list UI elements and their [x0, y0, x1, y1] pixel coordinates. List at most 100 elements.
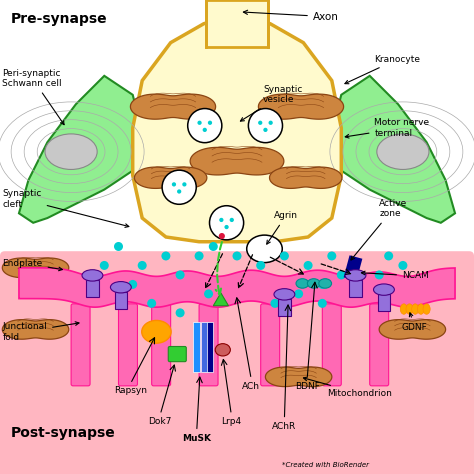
Text: Active
zone: Active zone — [351, 199, 408, 260]
Ellipse shape — [232, 251, 241, 261]
Ellipse shape — [345, 270, 366, 281]
Text: MuSK: MuSK — [182, 434, 211, 443]
Polygon shape — [190, 147, 284, 175]
Ellipse shape — [327, 251, 336, 261]
Polygon shape — [265, 367, 332, 387]
Ellipse shape — [142, 320, 171, 343]
Ellipse shape — [208, 121, 212, 125]
Text: *Created with BioRender: *Created with BioRender — [282, 462, 369, 468]
Ellipse shape — [296, 279, 309, 288]
Text: Synaptic
cleft: Synaptic cleft — [2, 190, 129, 228]
Bar — [193, 322, 200, 372]
Ellipse shape — [351, 261, 360, 270]
Ellipse shape — [175, 309, 184, 318]
Ellipse shape — [304, 261, 313, 270]
FancyBboxPatch shape — [261, 304, 280, 386]
Text: Mitochondrion: Mitochondrion — [303, 377, 392, 398]
Ellipse shape — [162, 170, 196, 204]
Text: Post-synapse: Post-synapse — [10, 426, 115, 440]
Ellipse shape — [182, 182, 186, 187]
Ellipse shape — [219, 233, 225, 239]
Bar — [201, 322, 208, 372]
Polygon shape — [2, 319, 69, 339]
Text: Axon: Axon — [243, 10, 339, 22]
Ellipse shape — [319, 279, 332, 288]
Text: Kranocyte: Kranocyte — [345, 55, 420, 84]
Polygon shape — [19, 268, 455, 307]
Ellipse shape — [177, 190, 181, 194]
Bar — [115, 292, 127, 309]
Ellipse shape — [264, 128, 267, 132]
Text: AChR: AChR — [272, 422, 297, 431]
Ellipse shape — [204, 289, 213, 299]
Polygon shape — [19, 76, 142, 223]
Ellipse shape — [411, 304, 419, 314]
Ellipse shape — [224, 225, 228, 229]
Text: Endplate: Endplate — [2, 259, 63, 271]
Bar — [344, 255, 362, 281]
Ellipse shape — [197, 121, 202, 125]
Text: Lrp4: Lrp4 — [221, 417, 241, 426]
Ellipse shape — [400, 304, 407, 314]
Ellipse shape — [417, 304, 424, 314]
Ellipse shape — [172, 182, 176, 187]
Ellipse shape — [274, 289, 295, 300]
Ellipse shape — [270, 299, 279, 308]
Text: Motor nerve
terminal: Motor nerve terminal — [345, 118, 429, 138]
Text: Junctional
fold: Junctional fold — [2, 322, 79, 341]
Text: Synaptic
vesicle: Synaptic vesicle — [240, 85, 302, 121]
FancyBboxPatch shape — [0, 251, 474, 474]
Ellipse shape — [256, 261, 265, 270]
FancyBboxPatch shape — [71, 304, 90, 386]
Text: Rapsyn: Rapsyn — [114, 386, 147, 395]
Text: GDNF: GDNF — [402, 313, 428, 331]
Bar — [86, 280, 99, 297]
Text: Peri-synaptic
Schwann cell: Peri-synaptic Schwann cell — [2, 69, 64, 125]
Text: Pre-synapse: Pre-synapse — [10, 12, 107, 26]
Ellipse shape — [45, 134, 97, 169]
Ellipse shape — [269, 121, 273, 125]
Bar — [278, 299, 291, 316]
Polygon shape — [133, 14, 341, 242]
Ellipse shape — [280, 251, 289, 261]
Ellipse shape — [215, 344, 230, 356]
Ellipse shape — [202, 128, 207, 132]
Text: ACh: ACh — [242, 382, 260, 391]
Ellipse shape — [210, 206, 244, 240]
Ellipse shape — [209, 242, 218, 251]
Ellipse shape — [307, 279, 320, 288]
Text: BDNF: BDNF — [295, 382, 319, 391]
Ellipse shape — [82, 270, 103, 281]
Text: NCAM: NCAM — [361, 271, 429, 280]
FancyBboxPatch shape — [118, 304, 137, 386]
FancyBboxPatch shape — [168, 346, 186, 362]
FancyBboxPatch shape — [206, 0, 268, 47]
Ellipse shape — [398, 261, 407, 270]
Ellipse shape — [377, 134, 429, 169]
Ellipse shape — [219, 218, 223, 222]
Ellipse shape — [100, 261, 109, 270]
Ellipse shape — [194, 251, 203, 261]
Ellipse shape — [318, 299, 327, 308]
Ellipse shape — [114, 242, 123, 251]
Ellipse shape — [248, 109, 283, 143]
Text: Dok7: Dok7 — [148, 417, 172, 426]
Polygon shape — [130, 94, 216, 119]
Ellipse shape — [110, 282, 131, 293]
Polygon shape — [379, 319, 446, 339]
Ellipse shape — [161, 251, 170, 261]
Bar — [349, 280, 362, 297]
Ellipse shape — [294, 289, 303, 299]
Ellipse shape — [374, 284, 394, 295]
Polygon shape — [135, 167, 207, 188]
Polygon shape — [258, 94, 344, 119]
Ellipse shape — [175, 271, 184, 280]
Polygon shape — [2, 258, 69, 278]
Ellipse shape — [246, 235, 282, 263]
Polygon shape — [213, 293, 228, 306]
Ellipse shape — [188, 109, 222, 143]
Bar — [207, 322, 213, 372]
FancyBboxPatch shape — [199, 304, 218, 386]
Ellipse shape — [384, 251, 393, 261]
FancyBboxPatch shape — [152, 304, 171, 386]
